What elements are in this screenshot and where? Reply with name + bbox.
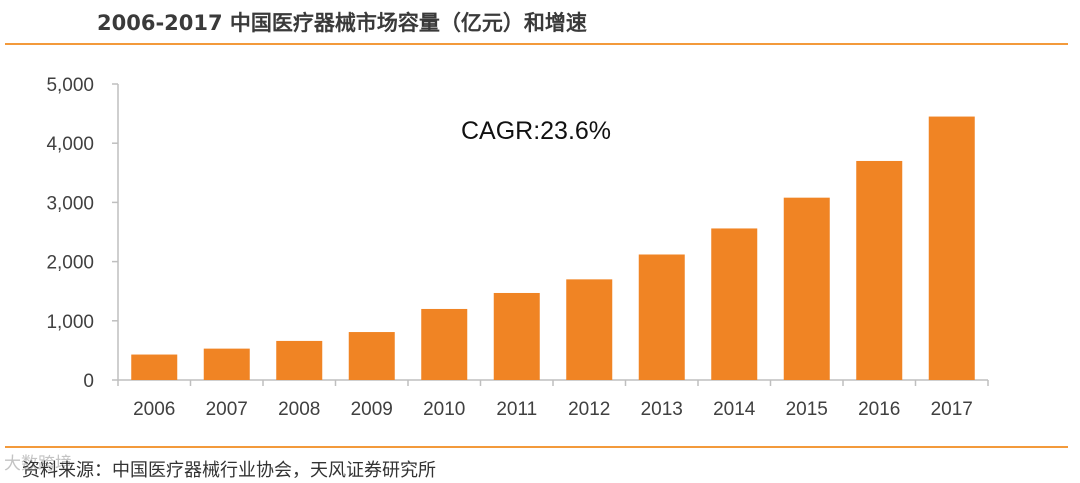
y-tick-label: 1,000 [46, 312, 94, 333]
cagr-annotation: CAGR:23.6% [461, 117, 611, 145]
x-tick-label: 2007 [206, 399, 248, 420]
x-tick-label: 2014 [713, 399, 756, 420]
x-tick-label: 2015 [786, 399, 828, 420]
bar-2011 [493, 292, 540, 380]
bar-2013 [638, 254, 685, 380]
source-note: 资料来源：中国医疗器械行业协会，天风证券研究所 [22, 460, 436, 481]
bar-2012 [566, 279, 613, 380]
x-tick-label: 2011 [496, 399, 537, 420]
x-tick-label: 2016 [858, 399, 900, 420]
footer-divider [5, 446, 1068, 448]
bar-2016 [856, 160, 903, 380]
y-tick-label: 5,000 [46, 75, 94, 96]
y-tick-label: 4,000 [46, 134, 94, 155]
x-tick-label: 2013 [641, 399, 683, 420]
x-tick-label: 2012 [568, 399, 610, 420]
bar-2014 [711, 228, 758, 380]
bar-chart: 0 1,000 2,000 3,000 4,000 5,000 2006 2007 2008 20… [46, 75, 989, 420]
bar-2010 [421, 308, 468, 380]
x-tick-label: 2008 [278, 399, 320, 420]
bar-2015 [783, 197, 830, 380]
x-tick-label: 2006 [133, 399, 175, 420]
y-tick-label: 2,000 [46, 253, 94, 274]
y-tick-label: 3,000 [46, 193, 94, 214]
chart-title: 2006-2017 中国医疗器械市场容量（亿元）和增速 [97, 11, 587, 35]
x-tick-label: 2009 [351, 399, 393, 420]
bar-2006 [131, 354, 178, 380]
watermark: 大数跨境 [4, 454, 72, 474]
title-divider [5, 43, 1068, 45]
bar-2017 [928, 116, 975, 380]
bar-2009 [348, 332, 395, 380]
y-tick-label: 0 [83, 371, 94, 392]
x-tick-label: 2010 [423, 399, 465, 420]
bar-2008 [276, 340, 323, 380]
bar-2007 [203, 348, 250, 380]
x-tick-label: 2017 [931, 399, 973, 420]
